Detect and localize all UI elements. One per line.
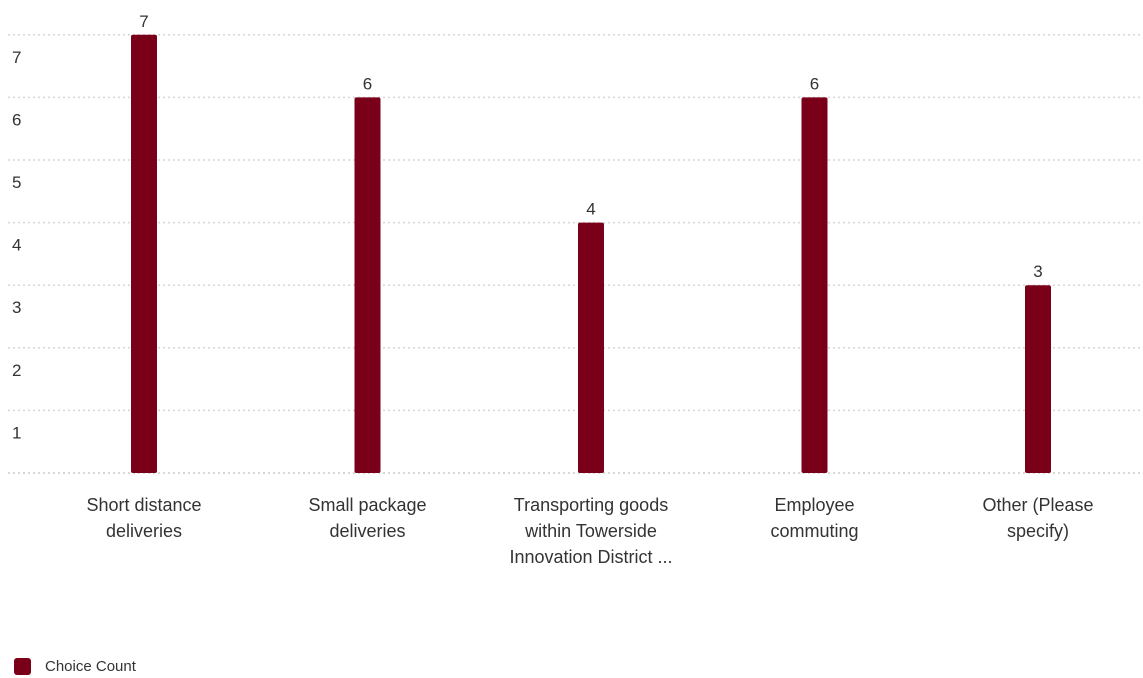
- legend-swatch: [14, 657, 31, 675]
- bar[interactable]: [131, 34, 157, 474]
- x-tick-label-line: Other (Please: [982, 495, 1094, 515]
- y-tick-label: 6: [12, 110, 21, 129]
- x-tick-label-line: deliveries: [329, 521, 406, 541]
- bar[interactable]: [578, 222, 604, 473]
- data-label: 3: [1033, 262, 1042, 281]
- x-tick-label: Small package deliveries: [263, 492, 473, 544]
- legend-label: Choice Count: [45, 657, 136, 675]
- x-tick-label: Short distance deliveries: [39, 492, 249, 544]
- y-tick-label: 1: [12, 423, 21, 442]
- data-label: 6: [810, 74, 819, 93]
- data-label: 7: [139, 12, 148, 31]
- x-tick-label-line: specify): [1006, 521, 1069, 541]
- x-tick-label: Other (Please specify): [933, 492, 1143, 544]
- bar[interactable]: [354, 97, 381, 474]
- y-tick-label: 4: [12, 236, 21, 255]
- bar[interactable]: [801, 97, 828, 474]
- x-tick-label-line: Employee: [774, 495, 855, 515]
- x-tick-label-line: within Towerside: [525, 521, 657, 541]
- x-tick-label-line: Innovation District ...: [509, 547, 673, 567]
- x-tick-label: Transporting goods within Towerside Innova…: [486, 492, 696, 570]
- x-tick-label: Employee commuting: [710, 492, 920, 544]
- y-tick-label: 5: [12, 173, 21, 192]
- data-label: 6: [363, 74, 372, 93]
- bar[interactable]: [1025, 285, 1051, 473]
- x-tick-label-line: Small package: [308, 495, 427, 515]
- data-label: 4: [586, 200, 595, 219]
- x-tick-label-line: Short distance: [86, 495, 202, 515]
- x-tick-label-line: commuting: [770, 521, 859, 541]
- y-tick-label: 7: [12, 48, 21, 67]
- y-tick-label: 2: [12, 361, 21, 380]
- legend[interactable]: Choice Count: [14, 656, 136, 676]
- y-tick-label: 3: [12, 298, 21, 317]
- x-tick-label-line: Transporting goods: [513, 495, 669, 515]
- x-tick-label-line: deliveries: [105, 521, 183, 541]
